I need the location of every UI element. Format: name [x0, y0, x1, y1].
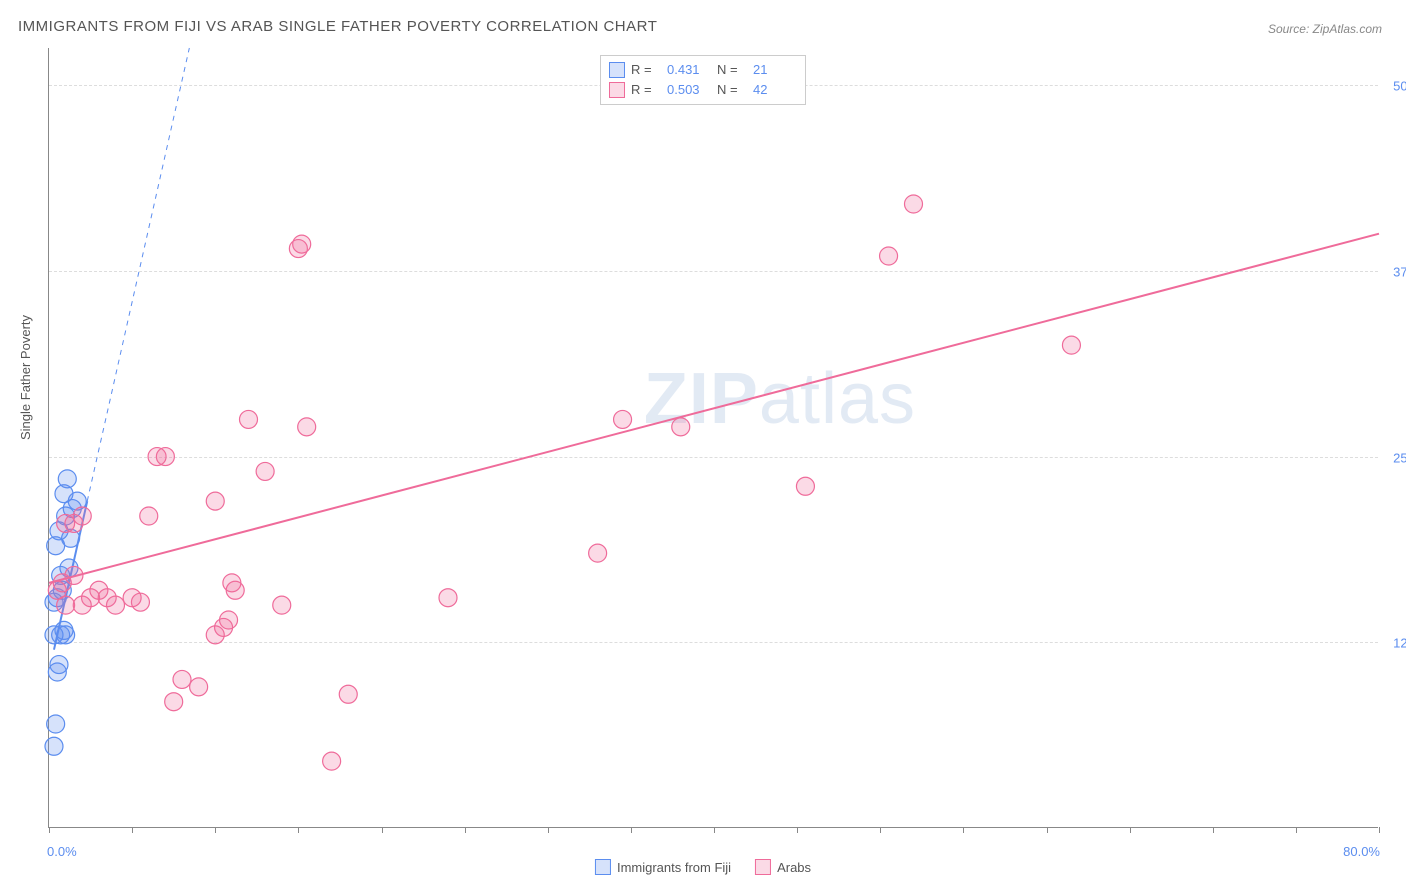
- data-point: [796, 477, 814, 495]
- data-point: [273, 596, 291, 614]
- chart-title: IMMIGRANTS FROM FIJI VS ARAB SINGLE FATH…: [18, 18, 657, 35]
- n-value-fiji: 21: [753, 60, 797, 80]
- data-point: [165, 693, 183, 711]
- y-tick-label: 25.0%: [1382, 450, 1406, 465]
- y-tick-label: 50.0%: [1382, 79, 1406, 94]
- y-tick-label: 37.5%: [1382, 264, 1406, 279]
- r-label: R =: [631, 60, 661, 80]
- legend-item-arabs: Arabs: [755, 859, 811, 875]
- x-tick-mark: [1296, 827, 1297, 833]
- legend-row-fiji: R = 0.431 N = 21: [609, 60, 797, 80]
- swatch-fiji: [609, 62, 625, 78]
- x-tick-mark: [1130, 827, 1131, 833]
- data-point: [58, 470, 76, 488]
- x-tick-mark: [215, 827, 216, 833]
- data-point: [173, 670, 191, 688]
- data-point: [240, 410, 258, 428]
- x-tick-mark: [382, 827, 383, 833]
- x-tick-mark: [465, 827, 466, 833]
- x-tick-mark: [49, 827, 50, 833]
- trend-line: [49, 234, 1379, 583]
- data-point: [47, 715, 65, 733]
- swatch-fiji-icon: [595, 859, 611, 875]
- data-point: [226, 581, 244, 599]
- x-tick-mark: [880, 827, 881, 833]
- legend-label-arabs: Arabs: [777, 860, 811, 875]
- x-tick-mark: [298, 827, 299, 833]
- plot-area: ZIPatlas 12.5%25.0%37.5%50.0% 0.0% 80.0%: [48, 48, 1378, 828]
- data-point: [65, 566, 83, 584]
- x-tick-mark: [132, 827, 133, 833]
- correlation-legend: R = 0.431 N = 21 R = 0.503 N = 42: [600, 55, 806, 105]
- data-point: [589, 544, 607, 562]
- n-value-arabs: 42: [753, 80, 797, 100]
- swatch-arabs-icon: [755, 859, 771, 875]
- y-tick-label: 12.5%: [1382, 636, 1406, 651]
- chart-svg: [49, 48, 1378, 827]
- data-point: [880, 247, 898, 265]
- swatch-arabs: [609, 82, 625, 98]
- x-tick-mark: [631, 827, 632, 833]
- r-value-fiji: 0.431: [667, 60, 711, 80]
- data-point: [107, 596, 125, 614]
- data-point: [905, 195, 923, 213]
- data-point: [1062, 336, 1080, 354]
- r-label: R =: [631, 80, 661, 100]
- series-legend: Immigrants from Fiji Arabs: [595, 859, 811, 875]
- x-tick-mark: [548, 827, 549, 833]
- x-axis-max-label: 80.0%: [1343, 844, 1380, 859]
- data-point: [206, 492, 224, 510]
- r-value-arabs: 0.503: [667, 80, 711, 100]
- legend-row-arabs: R = 0.503 N = 42: [609, 80, 797, 100]
- data-point: [131, 593, 149, 611]
- data-point: [339, 685, 357, 703]
- n-label: N =: [717, 80, 747, 100]
- x-tick-mark: [1047, 827, 1048, 833]
- data-point: [298, 418, 316, 436]
- x-tick-mark: [1213, 827, 1214, 833]
- data-point: [57, 596, 75, 614]
- data-point: [156, 448, 174, 466]
- data-point: [220, 611, 238, 629]
- data-point: [672, 418, 690, 436]
- data-point: [614, 410, 632, 428]
- data-point: [293, 235, 311, 253]
- data-point: [45, 737, 63, 755]
- x-tick-mark: [797, 827, 798, 833]
- chart-container: IMMIGRANTS FROM FIJI VS ARAB SINGLE FATH…: [0, 0, 1406, 892]
- x-tick-mark: [1379, 827, 1380, 833]
- x-axis-min-label: 0.0%: [47, 844, 77, 859]
- y-axis-label: Single Father Poverty: [18, 315, 33, 440]
- data-point: [256, 462, 274, 480]
- source-credit: Source: ZipAtlas.com: [1268, 22, 1382, 36]
- data-point: [439, 589, 457, 607]
- data-point: [190, 678, 208, 696]
- legend-item-fiji: Immigrants from Fiji: [595, 859, 731, 875]
- x-tick-mark: [714, 827, 715, 833]
- trend-line-ext: [87, 48, 189, 501]
- x-tick-mark: [963, 827, 964, 833]
- n-label: N =: [717, 60, 747, 80]
- legend-label-fiji: Immigrants from Fiji: [617, 860, 731, 875]
- data-point: [73, 507, 91, 525]
- data-point: [323, 752, 341, 770]
- data-point: [57, 626, 75, 644]
- data-point: [50, 656, 68, 674]
- data-point: [140, 507, 158, 525]
